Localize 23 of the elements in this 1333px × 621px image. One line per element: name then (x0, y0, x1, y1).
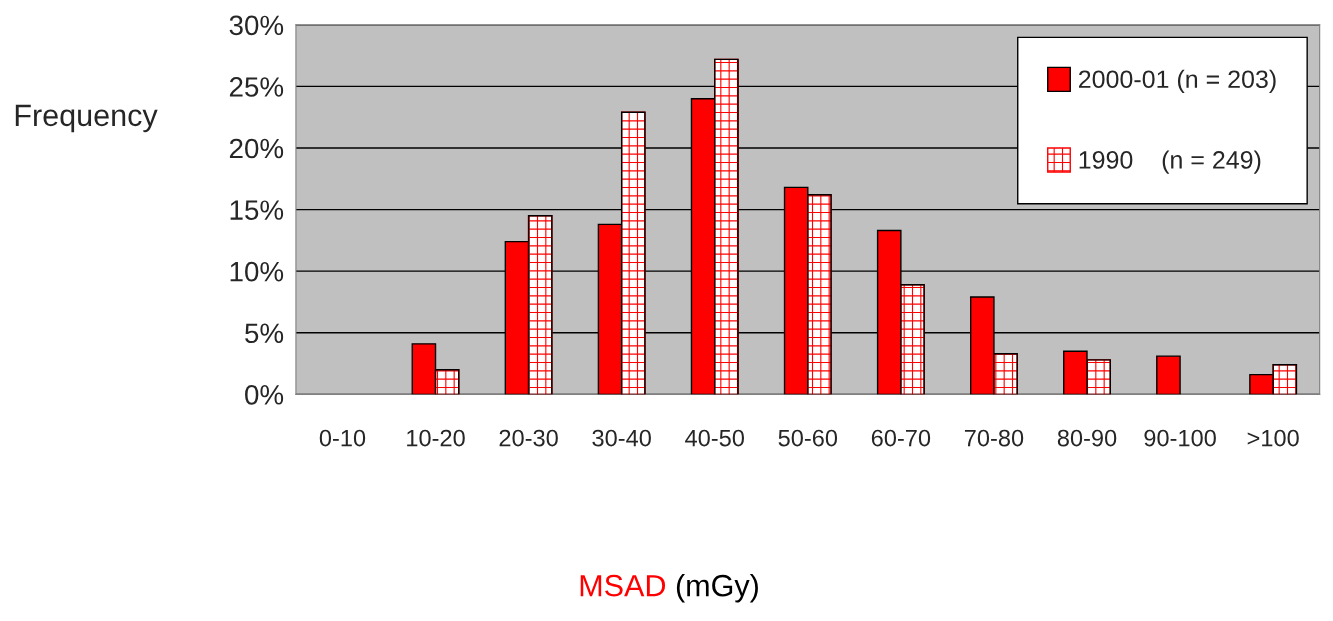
legend-label: 2000-01 (n = 203) (1078, 69, 1276, 94)
x-tick-label: >100 (1247, 429, 1299, 447)
y-tick-label: 25% (229, 77, 284, 97)
x-tick-label: 90-100 (1144, 429, 1216, 447)
x-tick-label: 50-60 (778, 429, 838, 447)
legend-label: 1990 (n = 249) (1079, 150, 1261, 174)
x-tick-label: 80-90 (1057, 429, 1117, 447)
y-axis-title: Frequency (15, 104, 158, 133)
y-tick-label: 10% (230, 261, 284, 282)
x-tick-label: 30-40 (592, 429, 651, 447)
y-tick-label: 30% (229, 15, 284, 36)
x-tick-label: 70-80 (964, 429, 1024, 447)
x-tick-label: 0-10 (319, 429, 366, 447)
y-tick-label: 5% (245, 323, 284, 344)
x-axis-title: MSAD (mGy) (580, 574, 758, 603)
x-tick-label: 60-70 (871, 429, 931, 447)
y-tick-label: 20% (229, 138, 284, 159)
x-tick-label: 40-50 (685, 429, 744, 447)
y-tick-label: 0% (245, 385, 284, 405)
bar (1156, 355, 1181, 395)
x-tick-label: 20-30 (499, 429, 558, 447)
y-tick-label: 15% (230, 200, 284, 220)
x-tick-label: 10-20 (407, 429, 465, 447)
